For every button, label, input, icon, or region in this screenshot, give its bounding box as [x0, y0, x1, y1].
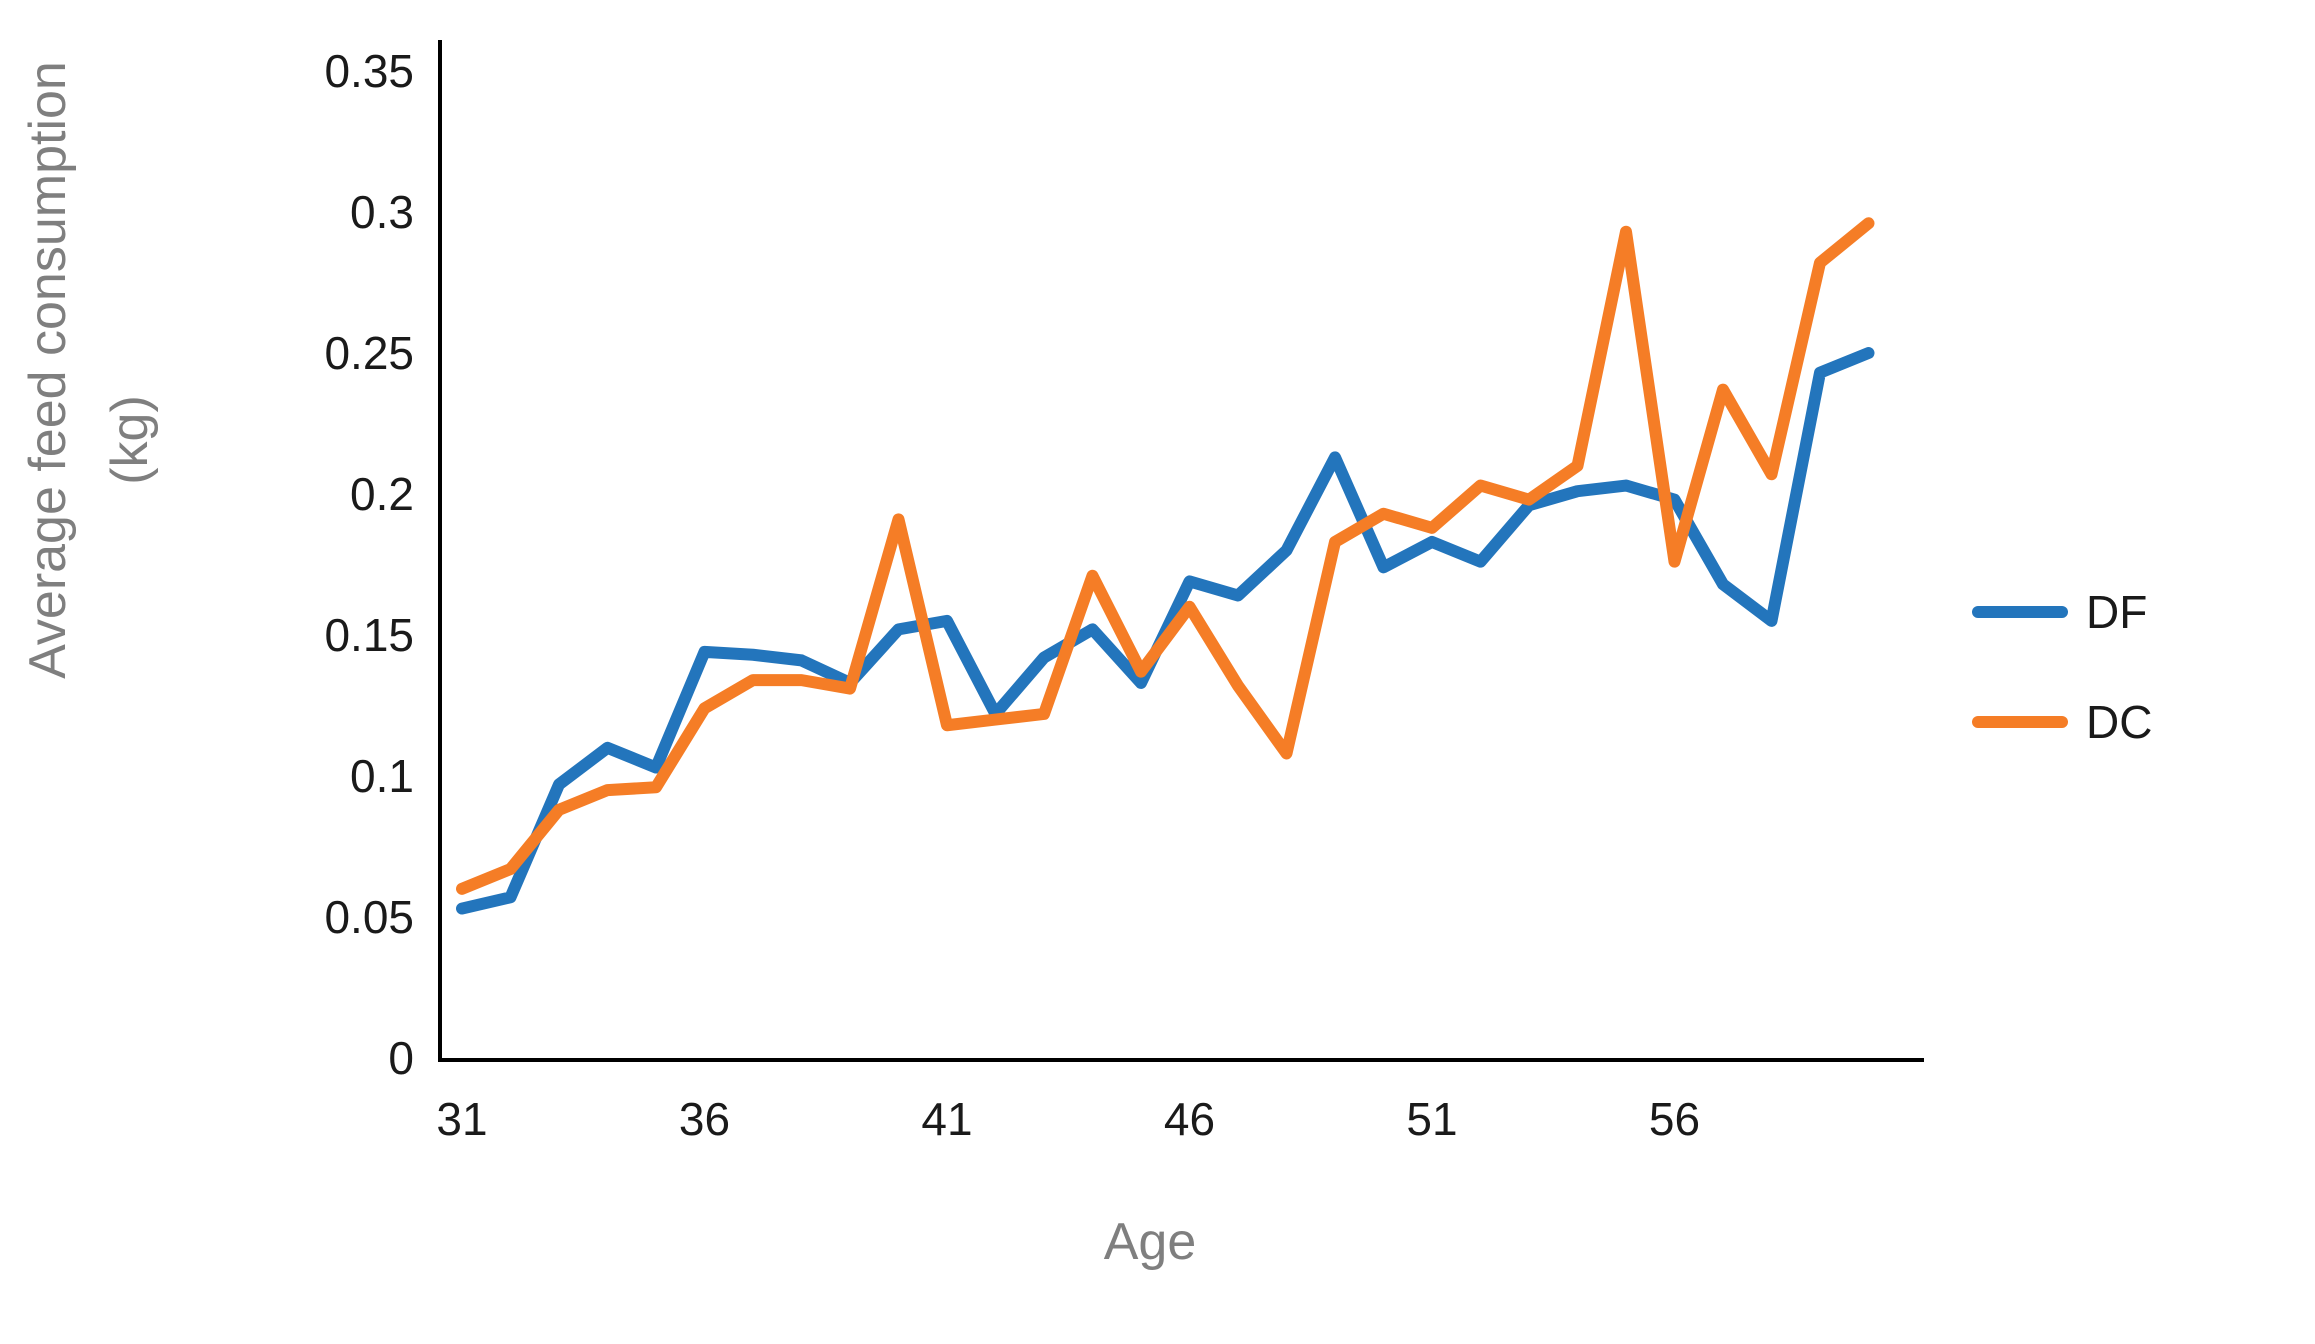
x-tick-label: 31 [436, 1093, 487, 1145]
y-axis-title-line1: Average feed consumption [19, 61, 77, 679]
x-tick-label: 56 [1649, 1093, 1700, 1145]
y-tick-label: 0.25 [324, 327, 414, 379]
y-axis-title-line2: (kg) [101, 395, 159, 485]
y-tick-label: 0 [388, 1032, 414, 1084]
y-tick-label: 0.05 [324, 891, 414, 943]
legend-item-df: DF [1972, 589, 2152, 635]
x-axis-title: Age [1103, 1213, 1197, 1271]
y-tick-label: 0.2 [350, 468, 414, 520]
y-tick-label: 0.1 [350, 750, 414, 802]
y-tick-label: 0.35 [324, 45, 414, 97]
legend-label-dc: DC [2086, 696, 2153, 748]
x-tick-label: 36 [679, 1093, 730, 1145]
y-tick-label: 0.3 [350, 186, 414, 238]
x-tick-label: 46 [1164, 1093, 1215, 1145]
dc-line-swatch [1972, 716, 2068, 728]
df-line-swatch [1972, 606, 2068, 618]
legend-label-df: DF [2086, 586, 2148, 638]
dc-series-line [456, 217, 1875, 895]
x-tick-label: 51 [1406, 1093, 1457, 1145]
y-tick-label: 0.15 [324, 609, 414, 661]
x-tick-label: 41 [921, 1093, 972, 1145]
legend: DF DC [1972, 589, 2152, 745]
legend-item-dc: DC [1972, 699, 2152, 745]
